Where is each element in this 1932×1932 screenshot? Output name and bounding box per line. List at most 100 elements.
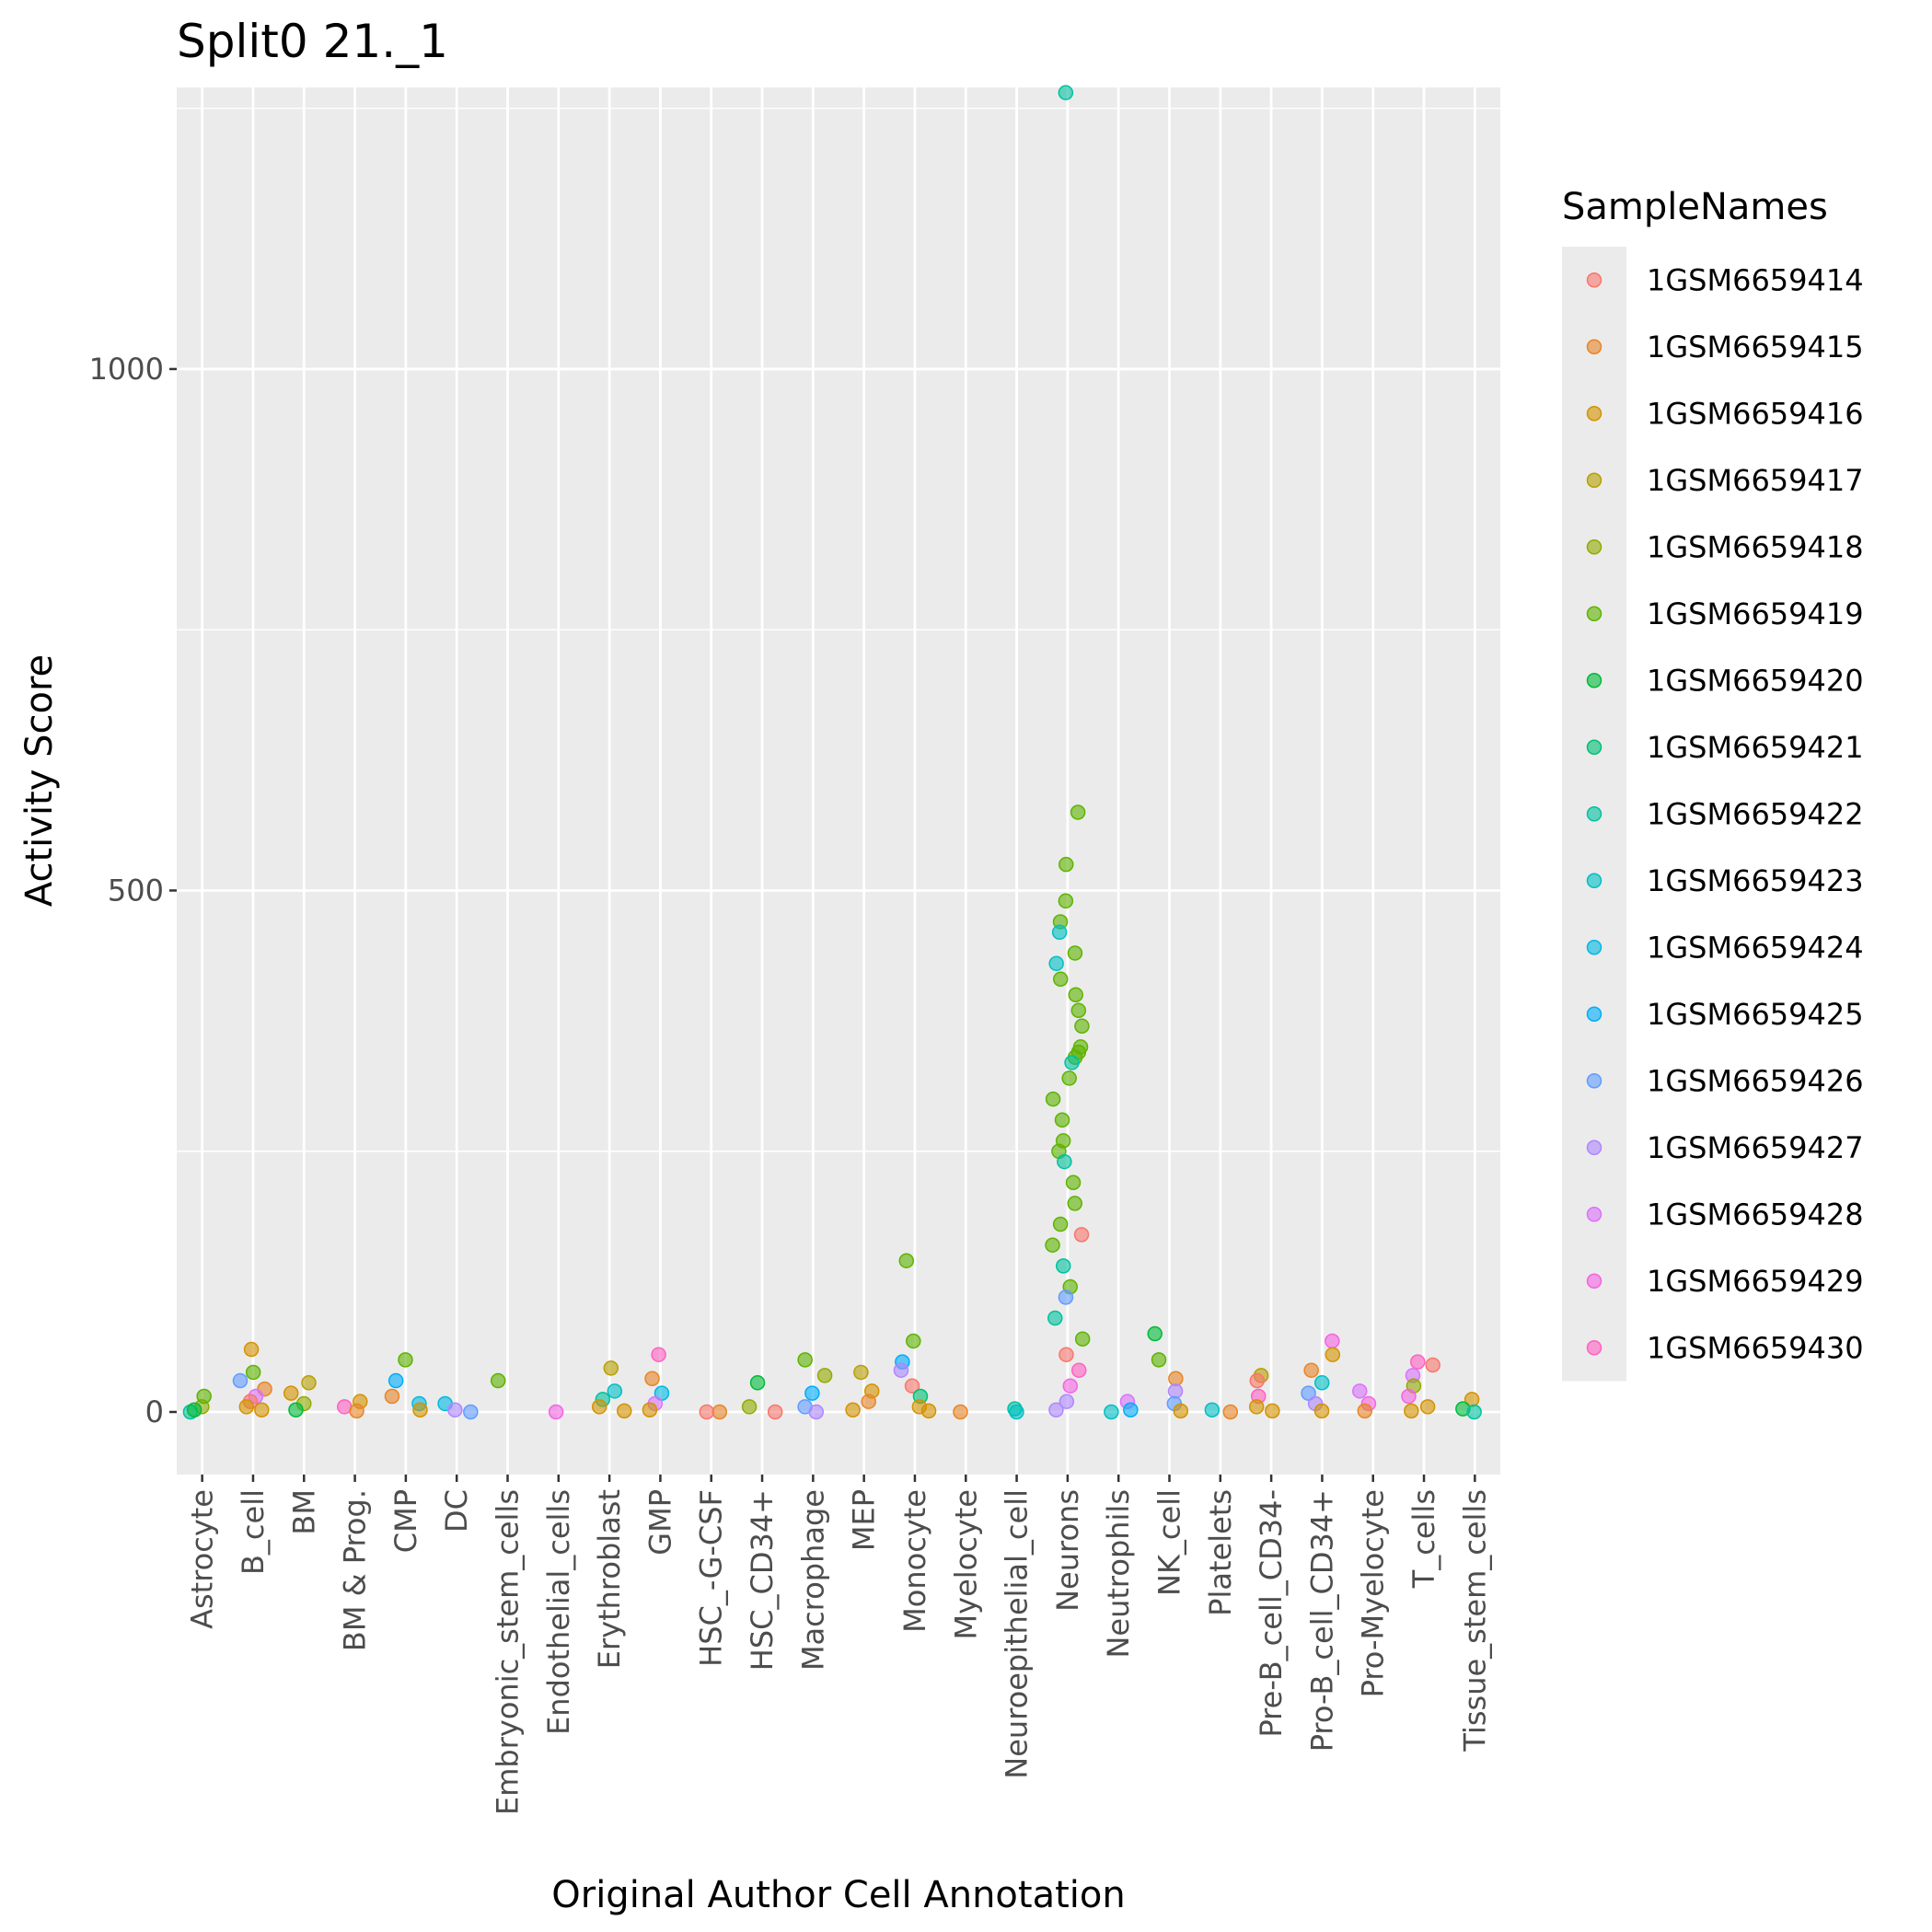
legend-label: 1GSM6659421 [1647, 730, 1864, 765]
x-tick-label: Myelocyte [948, 1489, 983, 1639]
legend-label: 1GSM6659415 [1647, 330, 1864, 364]
data-point [1067, 1196, 1083, 1211]
x-tick-label: NK_cell [1152, 1489, 1187, 1596]
x-tick-label: HSC_-G-CSF [694, 1489, 729, 1667]
legend-key [1586, 1273, 1602, 1289]
data-point [245, 1364, 261, 1381]
y-axis: 0 500 1000 [89, 352, 177, 1429]
x-tick-label: BM & Prog. [338, 1489, 373, 1651]
legend-label: 1GSM6659420 [1647, 663, 1864, 698]
data-point [1123, 1402, 1139, 1417]
data-point [1410, 1354, 1426, 1370]
data-point [398, 1352, 413, 1368]
x-tick-label: Neuroepithelial_cell [1000, 1489, 1035, 1779]
data-point [1265, 1403, 1280, 1419]
data-point [1065, 1174, 1082, 1190]
data-point [616, 1403, 632, 1419]
data-point [1059, 1394, 1075, 1409]
grid-lines [177, 87, 1500, 1475]
data-point [1303, 1362, 1319, 1378]
x-tick-label: Platelets [1203, 1489, 1238, 1616]
data-point [1167, 1383, 1184, 1399]
data-point [412, 1402, 428, 1417]
x-tick-label: T_cells [1406, 1489, 1441, 1589]
x-axis: Astrocyte B_cell BM BM & Prog. CMP DC Embryoni… [185, 1475, 1492, 1815]
data-point [1058, 85, 1074, 100]
legend: SampleNames 1GSM6659414 1GSM6659415 1GSM66… [1562, 186, 1864, 1382]
x-tick-label: Macrophage [795, 1489, 830, 1671]
data-point [1051, 924, 1068, 941]
data-point [288, 1402, 304, 1417]
legend-label: 1GSM6659416 [1647, 396, 1864, 431]
x-tick-label: DC [439, 1489, 474, 1533]
x-tick-label: HSC_CD34+ [745, 1489, 780, 1671]
legend-label: 1GSM6659427 [1647, 1130, 1864, 1165]
data-point [1401, 1388, 1417, 1405]
data-point [1147, 1325, 1163, 1342]
data-point [808, 1404, 825, 1420]
data-point [711, 1404, 728, 1420]
legend-label: 1GSM6659419 [1647, 596, 1864, 631]
data-point [1070, 804, 1086, 820]
data-point [1073, 1227, 1090, 1243]
chart-title: Split0 21._1 [177, 15, 448, 68]
legend-label: 1GSM6659424 [1647, 930, 1864, 965]
y-tick-label: 1000 [89, 352, 164, 387]
data-point [741, 1399, 758, 1415]
data-point [1047, 1310, 1063, 1326]
data-point [1067, 945, 1083, 961]
legend-label: 1GSM6659422 [1647, 796, 1864, 831]
legend-key [1586, 406, 1602, 422]
data-point [1204, 1402, 1221, 1417]
data-point [1070, 1362, 1087, 1378]
legend-key [1586, 1207, 1602, 1222]
x-tick-label: Pro-B_cell_CD34+ [1304, 1489, 1339, 1752]
data-point [1045, 1237, 1060, 1253]
data-point [243, 1341, 260, 1358]
data-point [1054, 1112, 1070, 1128]
data-point [644, 1371, 660, 1387]
data-point [1070, 1002, 1087, 1019]
legend-label: 1GSM6659430 [1647, 1330, 1864, 1365]
data-point [1301, 1385, 1316, 1401]
legend-key [1586, 873, 1602, 888]
data-point [1061, 1070, 1077, 1086]
x-tick-label: Pre-B_cell_CD34- [1254, 1489, 1289, 1738]
data-point [906, 1333, 921, 1349]
data-point [797, 1352, 813, 1368]
data-point [893, 1362, 909, 1378]
data-point [1053, 971, 1069, 988]
x-tick-label: CMP [388, 1489, 423, 1553]
data-point [767, 1404, 783, 1420]
data-point [749, 1375, 766, 1391]
plot-panel [177, 87, 1500, 1475]
data-point [853, 1364, 869, 1381]
data-point [1151, 1352, 1167, 1368]
legend-label: 1GSM6659414 [1647, 262, 1864, 297]
data-point [1058, 893, 1074, 909]
data-point [1058, 1290, 1074, 1305]
data-point [1058, 856, 1074, 873]
data-point [1062, 1378, 1079, 1394]
data-point [651, 1347, 666, 1362]
y-tick-label: 0 [145, 1394, 164, 1429]
x-tick-label: Pro-Myelocyte [1356, 1489, 1391, 1697]
x-tick-label: GMP [642, 1489, 677, 1556]
data-point [1249, 1372, 1266, 1389]
x-axis-title: Original Author Cell Annotation [551, 1874, 1125, 1916]
data-point [953, 1404, 968, 1420]
data-point [1074, 1331, 1091, 1347]
legend-label: 1GSM6659425 [1647, 997, 1864, 1032]
data-point [301, 1375, 317, 1391]
data-points [182, 85, 1482, 1420]
data-point [1357, 1403, 1373, 1419]
data-point [232, 1372, 249, 1389]
legend-title: SampleNames [1562, 186, 1828, 228]
data-point [861, 1394, 876, 1409]
data-point [1168, 1371, 1184, 1387]
data-point [1325, 1333, 1340, 1349]
x-tick-label: Astrocyte [185, 1489, 220, 1629]
legend-key [1586, 472, 1602, 488]
x-tick-label: MEP [847, 1489, 882, 1551]
legend-label: 1GSM6659426 [1647, 1063, 1864, 1098]
